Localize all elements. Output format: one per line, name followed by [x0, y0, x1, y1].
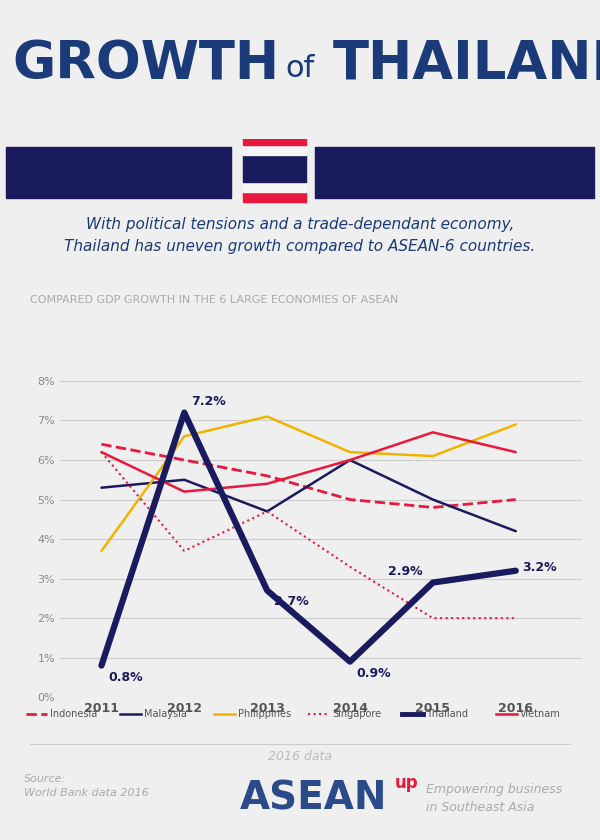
- Text: Philippines: Philippines: [238, 709, 292, 719]
- Text: ASEAN: ASEAN: [240, 780, 388, 817]
- Text: GROWTH: GROWTH: [12, 39, 279, 90]
- Text: 0.9%: 0.9%: [356, 668, 391, 680]
- Bar: [6, 147, 231, 197]
- Text: Malaysia: Malaysia: [145, 709, 187, 719]
- Text: Empowering business
in Southeast Asia: Empowering business in Southeast Asia: [426, 783, 562, 814]
- Bar: [315, 147, 594, 197]
- Text: 2.9%: 2.9%: [388, 564, 423, 578]
- Text: 0.8%: 0.8%: [108, 670, 143, 684]
- Text: 3.2%: 3.2%: [523, 561, 557, 574]
- Text: 2016 data: 2016 data: [268, 750, 332, 764]
- Text: of: of: [285, 54, 314, 83]
- Bar: [243, 135, 306, 145]
- Bar: [243, 192, 306, 202]
- Bar: [243, 155, 306, 182]
- Bar: [243, 145, 306, 155]
- Text: Singapore: Singapore: [332, 709, 382, 719]
- Text: Vietnam: Vietnam: [520, 709, 561, 719]
- Bar: [243, 182, 306, 192]
- Text: Indonesia: Indonesia: [50, 709, 98, 719]
- Text: Source:
World Bank data 2016: Source: World Bank data 2016: [24, 774, 149, 798]
- Text: THAILAND: THAILAND: [333, 39, 600, 90]
- Text: With political tensions and a trade-dependant economy,
Thailand has uneven growt: With political tensions and a trade-depe…: [64, 217, 536, 255]
- Text: up: up: [395, 774, 418, 792]
- Text: Thailand: Thailand: [427, 709, 469, 719]
- Text: 7.2%: 7.2%: [191, 395, 226, 407]
- Text: COMPARED GDP GROWTH IN THE 6 LARGE ECONOMIES OF ASEAN: COMPARED GDP GROWTH IN THE 6 LARGE ECONO…: [30, 296, 398, 305]
- Text: 2.7%: 2.7%: [274, 596, 308, 608]
